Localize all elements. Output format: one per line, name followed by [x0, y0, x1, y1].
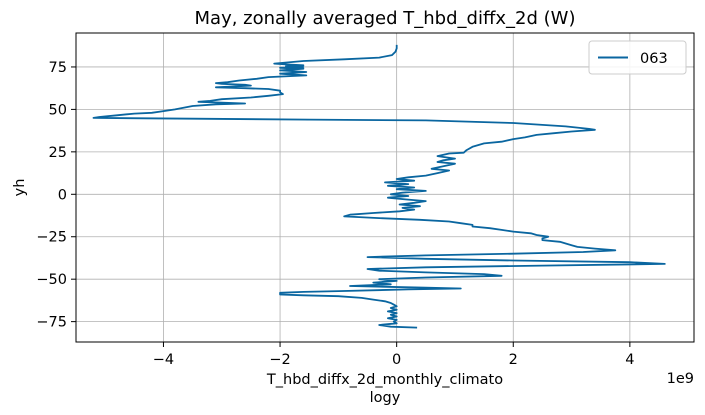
- y-tick-label: −75: [36, 315, 67, 331]
- y-tick-label: 75: [49, 60, 67, 76]
- y-tick-label: 0: [58, 187, 67, 203]
- y-tick-label: −25: [36, 230, 67, 246]
- x-tick-label: 0: [392, 352, 401, 368]
- x-axis-ticks: −4 −2 0 2 4: [153, 342, 634, 368]
- axes-frame: [75, 32, 695, 343]
- y-tick-label: 50: [49, 102, 67, 118]
- legend-box: [588, 40, 687, 75]
- chart-title: May, zonally averaged T_hbd_diffx_2d (W): [195, 8, 576, 29]
- x-axis-label: T_hbd_diffx_2d_monthly_climato: [266, 372, 503, 388]
- y-tick-label: −50: [36, 272, 67, 288]
- x-tick-label: 2: [509, 352, 518, 368]
- legend-entry-label: 063: [640, 51, 668, 67]
- x-tick-label: −4: [153, 352, 174, 368]
- series-line-063: [92, 44, 666, 329]
- x-axis-label-second-line: logy: [370, 390, 401, 406]
- x-axis-offset-label: 1e9: [667, 371, 694, 387]
- grid-lines: [76, 33, 694, 342]
- x-tick-label: −2: [269, 352, 290, 368]
- series-layer: [92, 44, 666, 329]
- y-axis-ticks: −75 −50 −25 0 25 50 75: [36, 60, 76, 331]
- x-tick-label: 4: [625, 352, 634, 368]
- legend: 063: [588, 40, 687, 75]
- y-axis-label: yh: [12, 179, 28, 197]
- y-tick-label: 25: [49, 145, 67, 161]
